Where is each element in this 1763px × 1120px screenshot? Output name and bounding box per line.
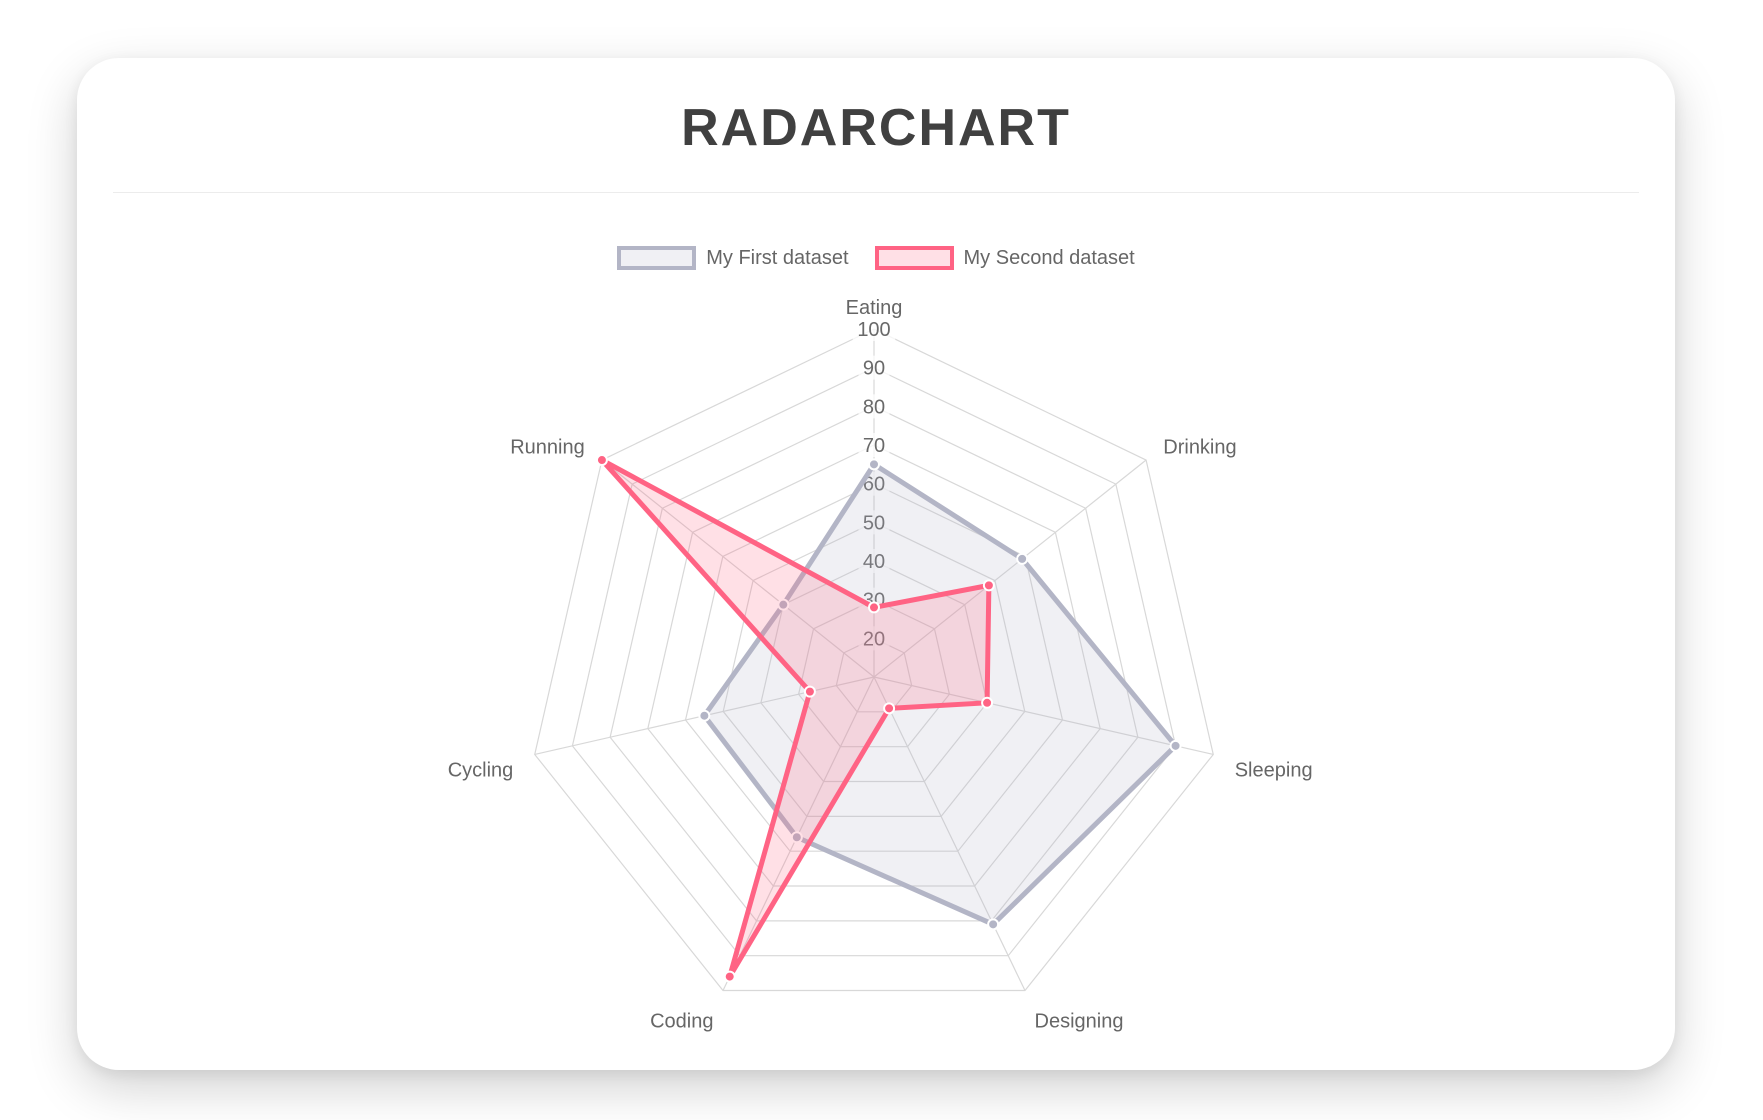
legend-item-first-dataset[interactable]: My First dataset <box>617 246 849 270</box>
data-point[interactable] <box>803 685 816 698</box>
radar-chart: 2030405060708090100EatingDrinkingSleepin… <box>448 297 1313 1032</box>
data-point[interactable] <box>595 454 608 467</box>
tick-label: 60 <box>863 474 885 496</box>
tick-label: 20 <box>863 628 885 650</box>
chart-card: RADARCHART My First dataset My Second da… <box>77 58 1675 1070</box>
tick-backdrop <box>858 626 890 651</box>
tick-backdrop <box>858 549 890 573</box>
data-point[interactable] <box>868 458 880 471</box>
point-label-drinking: Drinking <box>1163 436 1236 458</box>
point-label-designing: Designing <box>1035 1010 1124 1032</box>
data-point[interactable] <box>1169 739 1182 752</box>
axis-spoke <box>873 676 1026 991</box>
data-point[interactable] <box>883 702 896 715</box>
tick-backdrop <box>858 510 890 535</box>
data-point[interactable] <box>698 709 711 722</box>
point-label-coding: Coding <box>650 1010 713 1032</box>
axis-spoke <box>601 459 875 678</box>
grid-ring <box>647 444 1101 887</box>
tick-backdrop <box>852 317 896 341</box>
point-label-running: Running <box>510 436 585 458</box>
tick-label: 100 <box>857 319 890 341</box>
chart-legend: My First dataset My Second dataset <box>77 246 1675 270</box>
grid-ring <box>835 637 913 713</box>
tick-backdrop <box>858 394 890 419</box>
data-point[interactable] <box>1016 552 1029 565</box>
data-point[interactable] <box>982 579 995 592</box>
legend-swatch-first-dataset <box>617 246 697 270</box>
grid-ring <box>797 599 951 748</box>
tick-label: 90 <box>863 358 885 380</box>
data-point[interactable] <box>777 598 790 611</box>
point-label-sleeping: Sleeping <box>1235 759 1313 781</box>
point-label-eating: Eating <box>846 297 903 319</box>
legend-item-second-dataset[interactable]: My Second dataset <box>874 246 1135 270</box>
legend-label-second-dataset: My Second dataset <box>963 246 1135 269</box>
data-point[interactable] <box>723 970 736 983</box>
grid-ring <box>760 560 988 783</box>
point-label-cycling: Cycling <box>448 759 514 781</box>
dataset-area-2 <box>599 457 992 980</box>
grid-ring <box>534 328 1214 992</box>
axis-spoke <box>873 459 1147 678</box>
axis-spoke <box>873 676 1214 756</box>
tick-backdrop <box>858 355 890 380</box>
data-point[interactable] <box>790 831 803 844</box>
title-divider <box>113 192 1639 193</box>
tick-label: 40 <box>863 551 885 573</box>
data-point[interactable] <box>987 918 1000 931</box>
legend-label-first-dataset: My First dataset <box>706 246 849 269</box>
grid-ring <box>684 483 1064 852</box>
tick-label: 50 <box>863 512 885 534</box>
tick-label: 80 <box>863 396 885 418</box>
tick-label: 70 <box>863 435 885 457</box>
data-point[interactable] <box>981 696 994 709</box>
grid-ring <box>722 521 1026 817</box>
legend-swatch-second-dataset <box>874 246 954 270</box>
chart-title: RADARCHART <box>681 99 1071 157</box>
grid-ring <box>609 405 1139 922</box>
grid-ring <box>571 367 1177 957</box>
data-point[interactable] <box>868 601 880 614</box>
tick-backdrop <box>858 433 890 457</box>
